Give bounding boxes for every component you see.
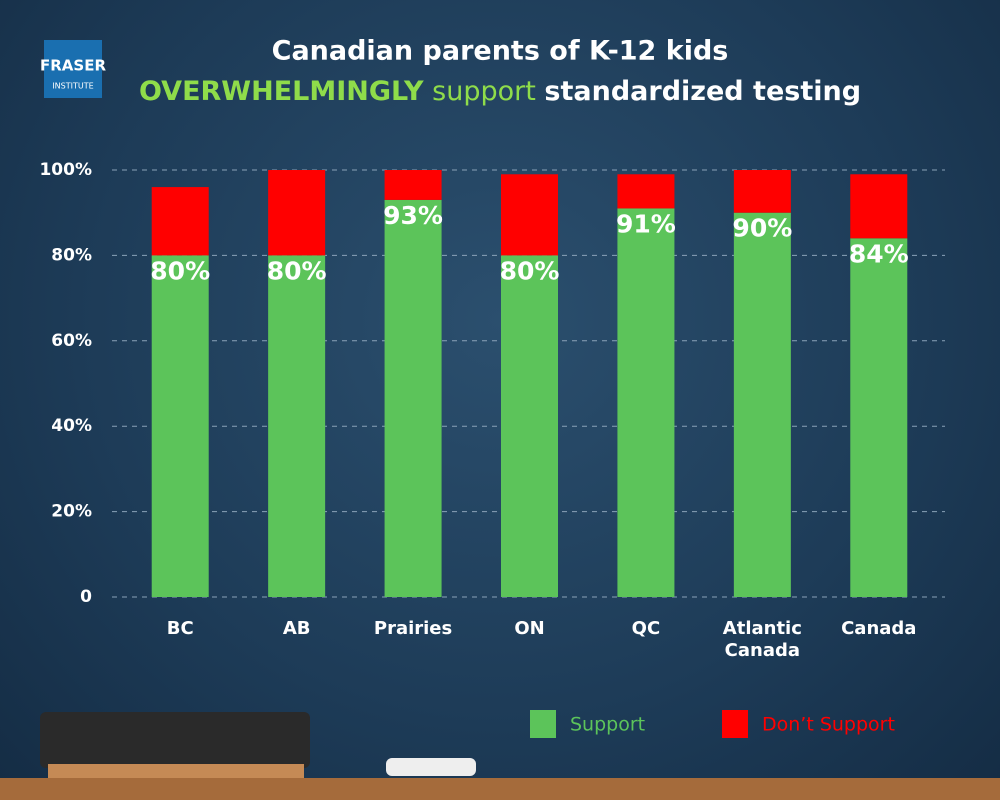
legend-label: Don’t Support <box>762 714 895 736</box>
bar-segment <box>733 212 791 597</box>
bar-segment <box>151 255 209 597</box>
x-tick-label: QC <box>631 618 661 639</box>
y-tick-label: 40% <box>51 416 92 436</box>
y-tick-label: 20% <box>51 502 92 522</box>
chalk <box>386 758 476 776</box>
legend-swatch <box>530 710 556 738</box>
x-tick-label: AB <box>282 618 311 639</box>
x-tick-label: Canada <box>841 618 917 639</box>
y-tick-label: 60% <box>51 331 92 351</box>
value-label: 80% <box>500 256 560 285</box>
x-tick-label: ON <box>514 618 545 639</box>
bar-segment <box>151 187 209 256</box>
bar-segment <box>617 174 675 209</box>
y-tick-label: 80% <box>51 245 92 265</box>
bar-segment <box>384 170 442 200</box>
bar-segment <box>501 174 558 256</box>
chart-subtitle: OVERWHELMINGLY support standardized test… <box>139 76 861 107</box>
legend-label: Support <box>570 714 645 736</box>
x-tick-label: BC <box>166 618 194 639</box>
subtitle-part: OVERWHELMINGLY <box>139 76 424 107</box>
value-label: 90% <box>732 214 792 243</box>
value-label: 91% <box>616 209 676 238</box>
bar-segment <box>501 255 558 597</box>
logo-subtext: INSTITUTE <box>52 82 93 91</box>
bar-segment <box>268 255 326 597</box>
bar-segment <box>850 238 908 597</box>
chalk-ledge <box>0 778 1000 800</box>
y-tick-label: 0 <box>80 587 92 607</box>
logo-box <box>44 40 102 98</box>
bar-segment <box>617 208 675 597</box>
y-tick-label: 100% <box>39 160 92 180</box>
bar-segment <box>268 170 326 256</box>
bar-segment <box>384 199 442 597</box>
logo-text: FRASER <box>40 57 106 75</box>
chart-title: Canadian parents of K-12 kids <box>272 36 729 67</box>
value-label: 80% <box>150 256 210 285</box>
value-label: 93% <box>383 201 443 230</box>
value-label: 80% <box>267 256 327 285</box>
x-tick-label: Prairies <box>373 618 453 639</box>
value-label: 84% <box>849 239 909 268</box>
bar-segment <box>850 174 908 239</box>
subtitle-part: support <box>432 76 536 107</box>
x-tick-label: Atlantic Canada <box>722 618 802 661</box>
subtitle-part: standardized testing <box>544 76 861 107</box>
eraser-base <box>48 764 304 778</box>
eraser <box>40 712 310 768</box>
legend-swatch <box>722 710 748 738</box>
bar-segment <box>733 170 791 213</box>
